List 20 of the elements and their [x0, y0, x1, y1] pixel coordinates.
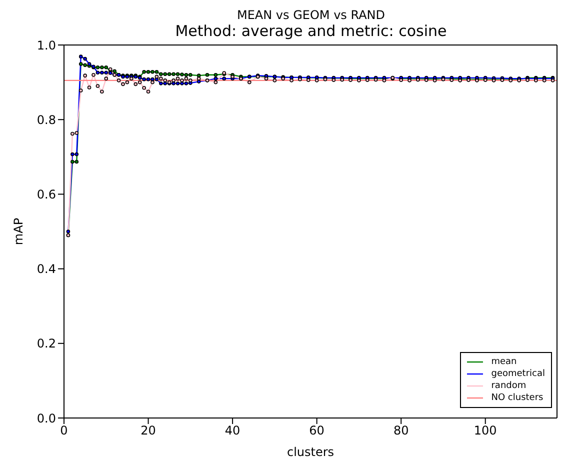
- x-tick-label: 40: [224, 424, 240, 438]
- chart-subtitle: Method: average and metric: cosine: [174, 22, 448, 40]
- y-axis-title: mAP: [11, 218, 26, 246]
- legend-label: NO clusters: [491, 393, 544, 403]
- x-tick-label: 80: [393, 424, 409, 438]
- y-tick-label: 1.0: [36, 38, 56, 52]
- x-tick-label: 20: [140, 424, 156, 438]
- x-tick-label: 0: [60, 424, 68, 438]
- legend-label: geometrical: [491, 369, 545, 379]
- y-tick-label: 0.4: [36, 262, 56, 276]
- y-tick-label: 0.8: [36, 112, 56, 127]
- legend-label: mean: [491, 357, 517, 367]
- x-axis-title: clusters: [286, 445, 334, 459]
- y-tick-label: 0.6: [36, 187, 56, 202]
- legend-label: random: [491, 381, 526, 391]
- chart-title: MEAN vs GEOM vs RAND: [236, 8, 386, 22]
- x-tick-label: 100: [474, 424, 497, 438]
- y-tick-label: 0.0: [36, 411, 56, 426]
- x-tick-label: 60: [309, 424, 324, 438]
- y-tick-label: 0.2: [36, 336, 56, 351]
